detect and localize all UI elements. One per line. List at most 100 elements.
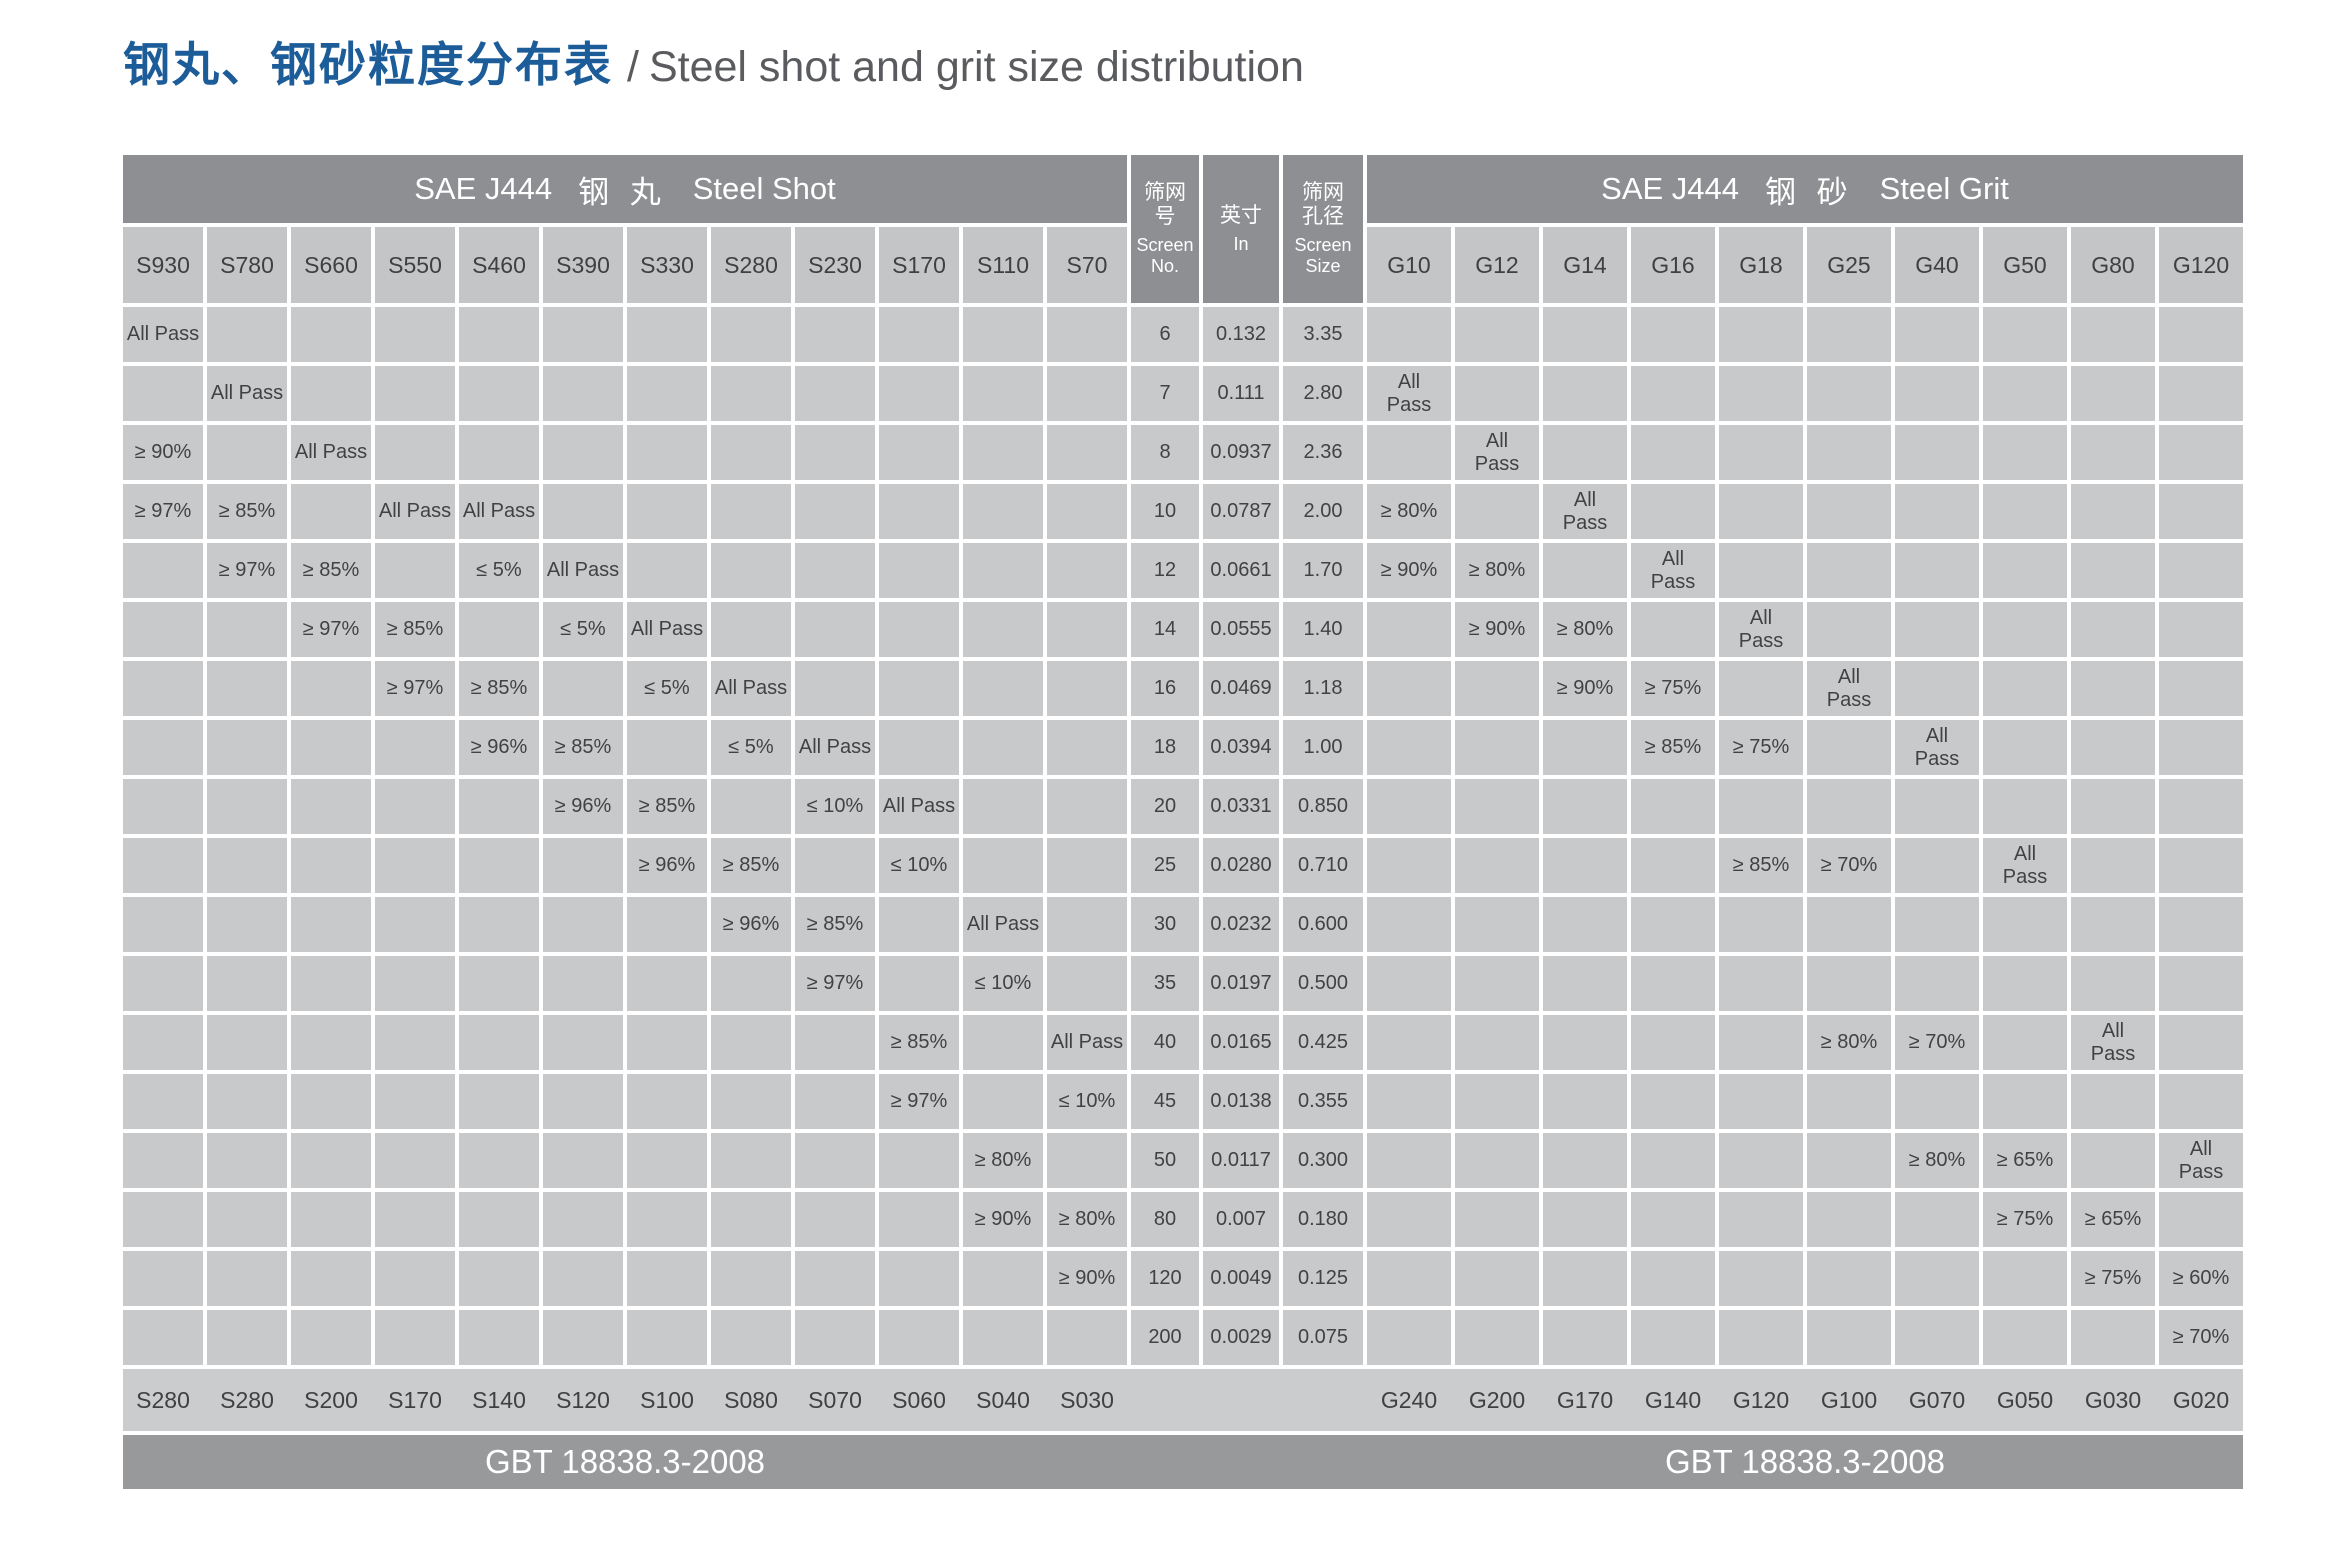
cell-grit-G18-row-40: [1719, 1015, 1803, 1070]
cell-shot-S460-row-80: [459, 1192, 539, 1247]
inch-header-cn: 英寸: [1220, 203, 1262, 227]
cell-screen-no-12: 12: [1131, 543, 1199, 598]
cell-shot-S390-row-50: [543, 1133, 623, 1188]
cell-shot-S330-row-8: [627, 425, 707, 480]
cell-grit-G120-row-10: [2159, 484, 2243, 539]
cell-shot-S170-row-8: [879, 425, 959, 480]
cell-grit-G40-row-10: [1895, 484, 1979, 539]
cell-shot-S230-row-12: [795, 543, 875, 598]
grit-header-cn: 钢 砂: [1765, 174, 1854, 210]
cell-inch-200: 0.0029: [1203, 1310, 1279, 1365]
cell-shot-S390-row-10: [543, 484, 623, 539]
cell-inch-6: 0.132: [1203, 307, 1279, 362]
shot-section-header: SAE J444 钢 丸 Steel Shot: [123, 155, 1127, 223]
cell-shot-S660-row-25: [291, 838, 371, 893]
cell-grit-G80-row-7: [2071, 366, 2155, 421]
cell-screen-size-8: 2.36: [1283, 425, 1363, 480]
cell-shot-S170-row-45: ≥ 97%: [879, 1074, 959, 1129]
cell-shot-S780-row-200: [207, 1310, 287, 1365]
cell-shot-S280-row-25: ≥ 85%: [711, 838, 791, 893]
cell-shot-S230-row-120: [795, 1251, 875, 1306]
footer-shot-4: S140: [472, 1386, 526, 1413]
grit-col-label-G50: G50: [1983, 227, 2067, 303]
cell-grit-G12-row-30: [1455, 897, 1539, 952]
cell-grit-G120-row-8: [2159, 425, 2243, 480]
shot-col-label-S170: S170: [879, 227, 959, 303]
cell-grit-G50-row-50: ≥ 65%: [1983, 1133, 2067, 1188]
cell-shot-S70-row-80: ≥ 80%: [1047, 1192, 1127, 1247]
cell-grit-G18-row-200: [1719, 1310, 1803, 1365]
cell-grit-G25-row-80: [1807, 1192, 1891, 1247]
grit-col-label-G120: G120: [2159, 227, 2243, 303]
cell-grit-G12-row-50: [1455, 1133, 1539, 1188]
cell-grit-G80-row-6: [2071, 307, 2155, 362]
cell-shot-S170-row-14: [879, 602, 959, 657]
cell-screen-size-120: 0.125: [1283, 1251, 1363, 1306]
cell-shot-S390-row-12: All Pass: [543, 543, 623, 598]
cell-shot-S390-row-7: [543, 366, 623, 421]
cell-shot-S460-row-40: [459, 1015, 539, 1070]
cell-shot-S230-row-16: [795, 661, 875, 716]
cell-screen-no-35: 35: [1131, 956, 1199, 1011]
page-title-separator: /: [627, 43, 639, 91]
cell-grit-G14-row-80: [1543, 1192, 1627, 1247]
cell-shot-S110-row-200: [963, 1310, 1043, 1365]
cell-grit-G40-row-40: ≥ 70%: [1895, 1015, 1979, 1070]
cell-shot-S330-row-35: [627, 956, 707, 1011]
cell-grit-G50-row-10: [1983, 484, 2067, 539]
page-title: 钢丸、钢砂粒度分布表 / Steel shot and grit size dist…: [123, 26, 1304, 95]
cell-grit-G12-row-20: [1455, 779, 1539, 834]
shot-col-label-S780: S780: [207, 227, 287, 303]
cell-inch-80: 0.007: [1203, 1192, 1279, 1247]
cell-inch-50: 0.0117: [1203, 1133, 1279, 1188]
cell-shot-S110-row-18: [963, 720, 1043, 775]
cell-grit-G120-row-16: [2159, 661, 2243, 716]
cell-shot-S780-row-6: [207, 307, 287, 362]
cell-grit-G14-row-20: [1543, 779, 1627, 834]
cell-inch-10: 0.0787: [1203, 484, 1279, 539]
cell-grit-G12-row-8: All Pass: [1455, 425, 1539, 480]
cell-shot-S230-row-50: [795, 1133, 875, 1188]
cell-grit-G16-row-80: [1631, 1192, 1715, 1247]
cell-shot-S660-row-12: ≥ 85%: [291, 543, 371, 598]
shot-header-cn: 钢 丸: [578, 174, 667, 210]
cell-shot-S660-row-200: [291, 1310, 371, 1365]
cell-grit-G25-row-50: [1807, 1133, 1891, 1188]
cell-screen-size-20: 0.850: [1283, 779, 1363, 834]
cell-grit-G10-row-16: [1367, 661, 1451, 716]
cell-grit-G16-row-7: [1631, 366, 1715, 421]
cell-grit-G18-row-18: ≥ 75%: [1719, 720, 1803, 775]
cell-shot-S780-row-80: [207, 1192, 287, 1247]
cell-inch-30: 0.0232: [1203, 897, 1279, 952]
cell-screen-no-10: 10: [1131, 484, 1199, 539]
cell-grit-G10-row-8: [1367, 425, 1451, 480]
footer-grit-8: G030: [2084, 1386, 2142, 1413]
cell-grit-G120-row-200: ≥ 70%: [2159, 1310, 2243, 1365]
footer-shot-0: S280: [136, 1386, 190, 1413]
cell-shot-S330-row-30: [627, 897, 707, 952]
cell-shot-S660-row-8: All Pass: [291, 425, 371, 480]
cell-shot-S280-row-80: [711, 1192, 791, 1247]
cell-grit-G40-row-14: [1895, 602, 1979, 657]
cell-grit-G16-row-45: [1631, 1074, 1715, 1129]
cell-shot-S390-row-30: [543, 897, 623, 952]
cell-grit-G80-row-120: ≥ 75%: [2071, 1251, 2155, 1306]
cell-grit-G50-row-40: [1983, 1015, 2067, 1070]
cell-grit-G10-row-18: [1367, 720, 1451, 775]
cell-shot-S110-row-120: [963, 1251, 1043, 1306]
cell-shot-S330-row-16: ≤ 5%: [627, 661, 707, 716]
cell-shot-S230-row-200: [795, 1310, 875, 1365]
cell-shot-S460-row-12: ≤ 5%: [459, 543, 539, 598]
cell-shot-S460-row-10: All Pass: [459, 484, 539, 539]
grit-col-label-G80: G80: [2071, 227, 2155, 303]
cell-grit-G25-row-14: [1807, 602, 1891, 657]
cell-shot-S390-row-80: [543, 1192, 623, 1247]
cell-shot-S780-row-7: All Pass: [207, 366, 287, 421]
cell-screen-no-6: 6: [1131, 307, 1199, 362]
cell-grit-G14-row-35: [1543, 956, 1627, 1011]
cell-shot-S70-row-10: [1047, 484, 1127, 539]
cell-grit-G80-row-18: [2071, 720, 2155, 775]
cell-grit-G14-row-30: [1543, 897, 1627, 952]
cell-grit-G14-row-8: [1543, 425, 1627, 480]
cell-grit-G18-row-6: [1719, 307, 1803, 362]
